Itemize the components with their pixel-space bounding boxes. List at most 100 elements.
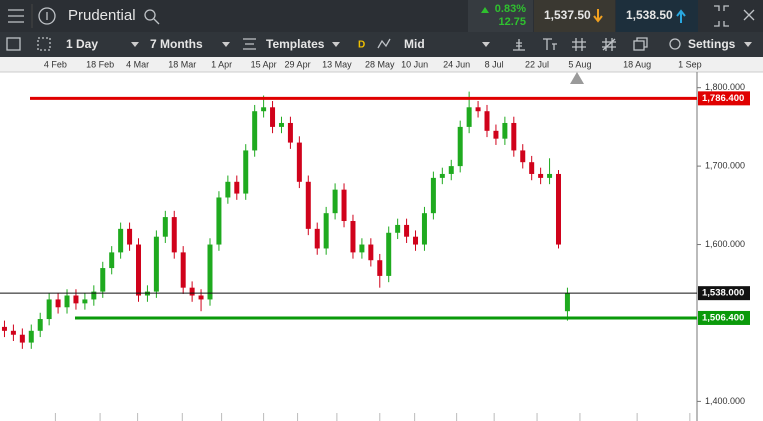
window-controls[interactable]	[714, 5, 755, 27]
candle-body	[430, 177, 436, 214]
x-tick-label: 29 Apr	[285, 59, 311, 69]
candle-body	[225, 181, 231, 198]
event-marker[interactable]	[570, 72, 584, 84]
candle-body	[493, 130, 499, 139]
candle-body	[46, 299, 52, 320]
dropdown-arrow	[222, 42, 230, 47]
candle-body	[37, 319, 43, 331]
x-tick-label: 1 Sep	[678, 59, 702, 69]
level-label: 1,786.400	[702, 93, 744, 104]
info-button[interactable]	[38, 7, 56, 25]
candle-body	[296, 142, 302, 182]
interval-select[interactable]: 1 Day	[66, 37, 98, 51]
candle-body	[153, 236, 159, 292]
candle-body	[520, 150, 526, 163]
candle-body	[421, 213, 427, 245]
x-tick-label: 4 Mar	[126, 59, 149, 69]
candle-body	[448, 166, 454, 174]
search-button[interactable]	[144, 9, 160, 25]
candle-body	[109, 252, 115, 269]
candle-body	[252, 111, 258, 151]
range-select[interactable]: 7 Months	[150, 37, 203, 51]
layout-button[interactable]	[6, 37, 21, 51]
level-tag	[698, 310, 750, 325]
level-tag	[698, 91, 750, 106]
candle-body	[555, 173, 561, 245]
price-type-badge: D	[358, 40, 365, 51]
x-tick-label: 13 May	[322, 59, 352, 69]
dropdown-arrow	[482, 42, 490, 47]
level-label: 1,506.400	[702, 312, 744, 323]
candle-body	[19, 334, 25, 343]
dropdown-arrow	[131, 42, 139, 47]
y-tick-label: 1,700.000	[705, 160, 745, 170]
date-axis	[0, 57, 763, 72]
dropdown-arrow	[744, 42, 752, 47]
y-tick-label: 1,800.000	[705, 82, 745, 92]
buy-arrow	[676, 9, 686, 23]
tool-bar	[0, 32, 763, 57]
settings-button[interactable]: Settings	[688, 37, 736, 51]
menu-button[interactable]	[8, 9, 24, 23]
candle-body	[359, 244, 365, 253]
candle-body	[386, 232, 392, 276]
candle-body	[100, 268, 106, 292]
candle-body	[305, 181, 311, 229]
sell-arrow	[593, 9, 603, 23]
candle-body	[377, 260, 383, 276]
candle-body	[270, 107, 276, 127]
x-tick-label: 1 Apr	[211, 59, 232, 69]
change-percent: 0.83%	[495, 3, 526, 15]
candle-body	[82, 299, 88, 304]
x-tick-label: 22 Jul	[525, 59, 549, 69]
candle-body	[502, 122, 508, 139]
candle-body	[395, 224, 401, 233]
x-tick-label: 5 Aug	[568, 59, 591, 69]
candle-body	[314, 228, 320, 249]
candle-body	[413, 236, 419, 245]
candle-body	[323, 213, 329, 249]
candle-body	[216, 197, 222, 245]
candle-body	[278, 122, 284, 127]
candle-body	[457, 126, 463, 167]
candle-body	[171, 217, 177, 253]
candle-body	[198, 295, 204, 300]
candle-body	[127, 228, 133, 245]
y-tick-label: 1,600.000	[705, 239, 745, 249]
candle-body	[10, 330, 16, 335]
candle-body	[28, 330, 34, 343]
x-tick-label: 8 Jul	[485, 59, 504, 69]
candle-body	[511, 122, 517, 151]
buy-price: 1,538.50	[626, 8, 673, 22]
change-value: 12.75	[498, 16, 526, 28]
price-type-select[interactable]: Mid	[404, 37, 425, 51]
y-tick-label: 1,400.000	[705, 396, 745, 406]
candle-body	[475, 107, 481, 112]
candle-body	[1, 326, 7, 331]
candle-body	[180, 252, 186, 288]
candle-body	[261, 107, 267, 112]
x-tick-label: 18 Aug	[623, 59, 651, 69]
candle-body	[439, 173, 445, 178]
candle-body	[55, 299, 61, 308]
candle-body	[91, 291, 97, 300]
candle-body	[547, 173, 553, 178]
change-box	[468, 0, 533, 32]
candle-body	[404, 224, 410, 237]
sell-price: 1,537.50	[544, 8, 591, 22]
candle-body	[332, 189, 338, 214]
candle-body	[564, 293, 570, 312]
settings-icon	[669, 38, 681, 50]
grid-button[interactable]	[37, 37, 51, 51]
templates-select[interactable]: Templates	[266, 37, 325, 51]
candle-body	[118, 228, 124, 253]
candle-body	[64, 295, 70, 308]
candle-body	[234, 181, 240, 194]
candle-body	[350, 221, 356, 253]
price-type-icon	[377, 38, 391, 49]
templates-icon	[243, 38, 256, 50]
level-tag	[698, 286, 750, 301]
level-label: 1,538.000	[702, 288, 744, 299]
chart-tools[interactable]	[513, 37, 648, 51]
